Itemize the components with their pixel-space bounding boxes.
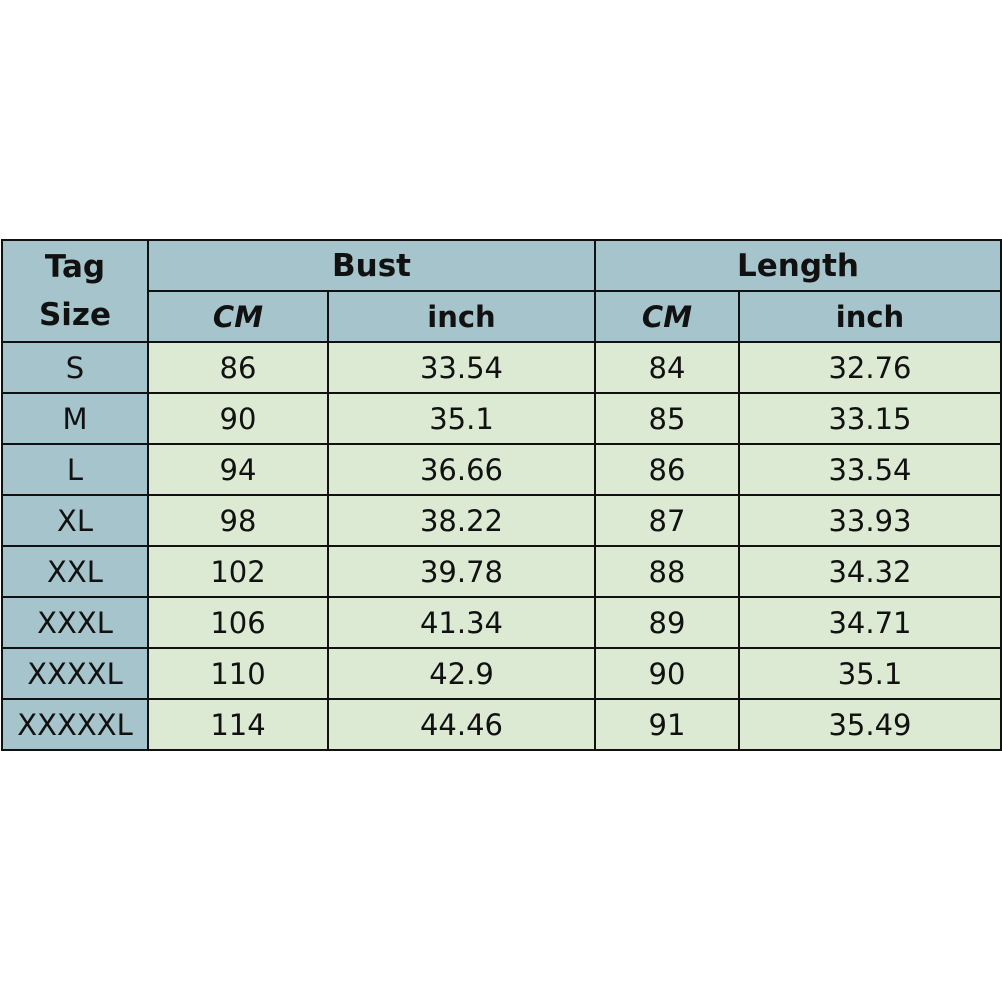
length-cm-cell: 88: [594, 545, 740, 598]
bust-inch-cell: 44.46: [327, 698, 596, 751]
bust-inch-cell: 39.78: [327, 545, 596, 598]
bust-inch-cell: 35.1: [327, 392, 596, 445]
length-cm-cell: 89: [594, 596, 740, 649]
length-inch-cell: 33.54: [738, 443, 1002, 496]
bust-cm-cell: 114: [147, 698, 329, 751]
bust-inch-cell: 33.54: [327, 341, 596, 394]
table-row: XXL 102 39.78 88 34.32: [1, 545, 1002, 598]
bust-cm-cell: 94: [147, 443, 329, 496]
bust-cm-cell: 86: [147, 341, 329, 394]
tag-size-cell: M: [1, 392, 149, 445]
tag-size-cell: XXXXXL: [1, 698, 149, 751]
length-cm-cell: 85: [594, 392, 740, 445]
length-header: Length: [594, 239, 1002, 292]
tag-size-line-2: Size: [38, 297, 112, 333]
bust-header: Bust: [147, 239, 596, 292]
length-inch-cell: 33.15: [738, 392, 1002, 445]
bust-cm-header: CM: [147, 290, 329, 343]
length-cm-cell: 86: [594, 443, 740, 496]
table-row: XL 98 38.22 87 33.93: [1, 494, 1002, 547]
tag-size-header: Tag Size: [1, 239, 149, 343]
tag-size-cell: XL: [1, 494, 149, 547]
length-cm-cell: 84: [594, 341, 740, 394]
length-cm-header: CM: [594, 290, 740, 343]
length-inch-cell: 35.49: [738, 698, 1002, 751]
bust-inch-cell: 41.34: [327, 596, 596, 649]
bust-inch-cell: 42.9: [327, 647, 596, 700]
table-row: XXXXL 110 42.9 90 35.1: [1, 647, 1002, 700]
unit-row: CM inch CM inch: [2, 290, 1002, 343]
header-row: Tag Size Bust Length: [1, 239, 1002, 343]
bust-cm-cell: 98: [147, 494, 329, 547]
table-row: L 94 36.66 86 33.54: [1, 443, 1002, 496]
length-cm-cell: 90: [594, 647, 740, 700]
bust-cm-cell: 90: [147, 392, 329, 445]
bust-cm-cell: 102: [147, 545, 329, 598]
tag-size-cell: XXXL: [1, 596, 149, 649]
length-inch-cell: 32.76: [738, 341, 1002, 394]
table-row: XXXXXL 114 44.46 91 35.49: [1, 698, 1002, 751]
bust-inch-cell: 36.66: [327, 443, 596, 496]
size-chart-table: Tag Size Bust Length CM inch CM inch S 86…: [1, 239, 1002, 751]
bust-cm-cell: 106: [147, 596, 329, 649]
tag-size-cell: XXL: [1, 545, 149, 598]
tag-size-line-1: Tag: [44, 249, 106, 285]
length-inch-cell: 34.71: [738, 596, 1002, 649]
length-inch-cell: 35.1: [738, 647, 1002, 700]
table-row: S 86 33.54 84 32.76: [1, 341, 1002, 394]
length-cm-cell: 91: [594, 698, 740, 751]
length-inch-header: inch: [738, 290, 1002, 343]
length-cm-cell: 87: [594, 494, 740, 547]
tag-size-cell: L: [1, 443, 149, 496]
table-row: XXXL 106 41.34 89 34.71: [1, 596, 1002, 649]
length-inch-cell: 34.32: [738, 545, 1002, 598]
tag-size-cell: S: [1, 341, 149, 394]
bust-inch-header: inch: [327, 290, 596, 343]
bust-inch-cell: 38.22: [327, 494, 596, 547]
table-row: M 90 35.1 85 33.15: [1, 392, 1002, 445]
tag-size-cell: XXXXL: [1, 647, 149, 700]
bust-cm-cell: 110: [147, 647, 329, 700]
length-inch-cell: 33.93: [738, 494, 1002, 547]
